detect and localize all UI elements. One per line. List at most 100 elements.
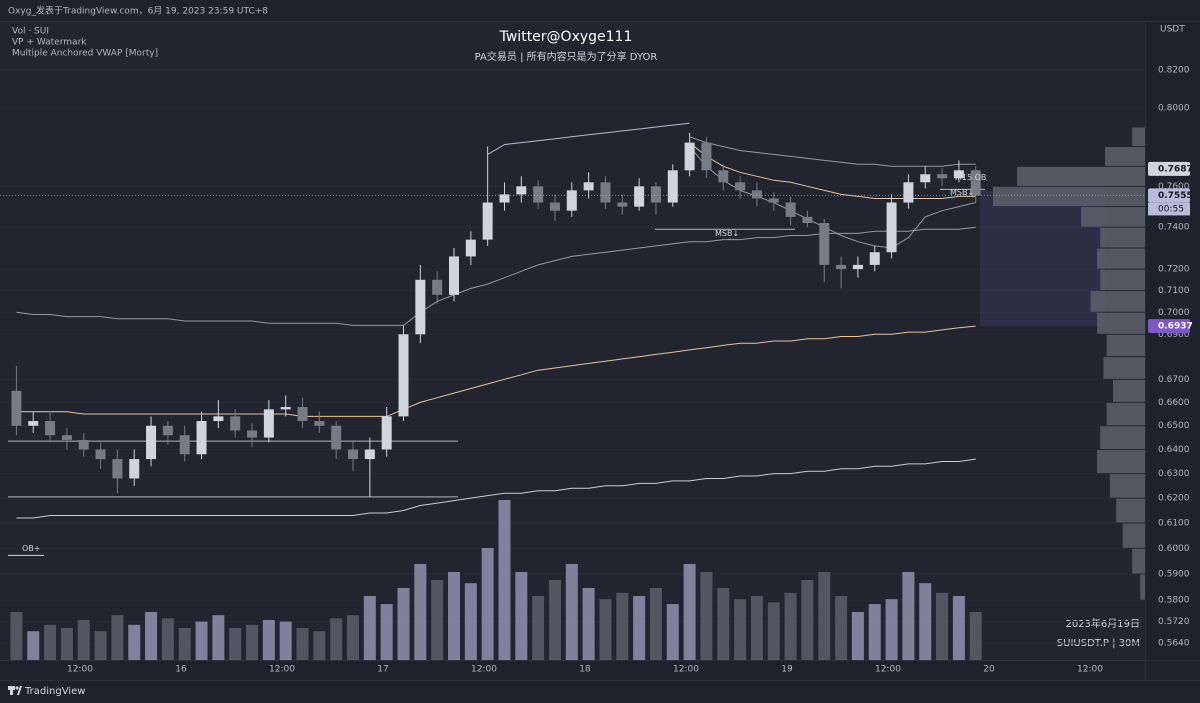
candle-body	[398, 334, 409, 417]
candle-body	[297, 407, 308, 422]
volume-bar	[936, 592, 949, 660]
price-label-box	[1148, 161, 1190, 176]
profile-bar	[1100, 227, 1145, 248]
y-tick-label: 0.7200	[1158, 265, 1190, 275]
volume-bar	[447, 572, 460, 660]
y-tick-label: 0.5800	[1158, 596, 1190, 606]
volume-bar	[161, 618, 174, 660]
x-tick-label: 12:00	[67, 665, 93, 675]
volume-bar	[666, 604, 679, 660]
y-tick-label: 0.7000	[1158, 308, 1190, 318]
volume-bar	[279, 621, 292, 660]
candle-body	[634, 186, 645, 207]
candle-body	[920, 174, 931, 183]
currency: USDT	[1160, 25, 1185, 35]
vwap-line	[689, 136, 976, 167]
candle-body	[11, 390, 22, 426]
candle-body	[45, 421, 56, 436]
y-tick-label: 0.7600	[1158, 182, 1190, 192]
profile-bar	[1113, 379, 1145, 402]
volume-bar	[818, 572, 831, 660]
volume-bar	[599, 599, 612, 660]
candle-body	[583, 182, 594, 191]
volume-bar	[10, 612, 23, 660]
profile-bar	[1100, 426, 1145, 449]
volume-bar	[145, 612, 158, 660]
volume-bar	[246, 624, 259, 660]
volume-bar	[313, 631, 326, 660]
candle-body	[196, 421, 207, 455]
candle-body	[802, 216, 813, 224]
candle-body	[78, 439, 89, 450]
y-tick-label: 0.6000	[1158, 544, 1190, 554]
candle-body	[465, 239, 476, 257]
profile-bar	[1106, 334, 1145, 357]
candle-body	[112, 459, 123, 479]
volume-bar	[363, 596, 376, 660]
volume-bar	[784, 592, 797, 660]
candle-body	[247, 430, 258, 438]
volume-bar	[801, 580, 814, 660]
candle-body	[314, 421, 325, 426]
volume-bar	[111, 615, 124, 660]
volume-bar	[77, 620, 90, 660]
volume-bar	[902, 572, 915, 660]
y-tick-label: 0.6500	[1158, 421, 1190, 431]
annotation: OB+	[22, 544, 41, 553]
volume-bar	[229, 628, 242, 660]
countdown: 00:55	[1158, 204, 1184, 214]
profile-bar	[1017, 166, 1145, 186]
x-tick-label: 18	[579, 665, 591, 675]
candle-body	[280, 407, 291, 410]
candle-body	[970, 170, 981, 196]
candle-body	[263, 409, 274, 438]
candle-body	[953, 170, 964, 179]
candle-body	[869, 252, 880, 265]
candle-body	[617, 202, 628, 207]
footer-brand: TradingView	[24, 686, 85, 697]
x-tick-label: 12:00	[1077, 665, 1103, 675]
profile-bar	[1122, 523, 1145, 548]
annotation: MSB↓	[715, 229, 739, 238]
candle-body	[735, 182, 746, 191]
volume-bar	[296, 628, 309, 660]
candle-body	[381, 416, 392, 450]
y-tick-label: 0.6900	[1158, 330, 1190, 340]
y-tick-label: 0.5640	[1158, 639, 1190, 649]
profile-bar	[1106, 402, 1145, 426]
volume-bar	[633, 596, 646, 660]
price-label: 0.7687	[1158, 164, 1193, 174]
profile-bar	[1109, 474, 1145, 498]
volume-bar	[94, 631, 107, 660]
candle-body	[415, 279, 426, 335]
volume-bar	[414, 564, 427, 660]
volume-bar	[616, 592, 629, 660]
volume-bar	[481, 548, 494, 660]
volume-bar	[548, 580, 561, 660]
volume-bar	[515, 572, 528, 660]
profile-bar	[1116, 498, 1145, 523]
volume-bar	[195, 621, 208, 660]
volume-bar	[380, 604, 393, 660]
price-label-box	[1148, 319, 1190, 334]
candle-body	[600, 182, 611, 203]
y-tick-label: 0.6200	[1158, 494, 1190, 504]
profile-bar	[1105, 147, 1145, 166]
candle-body	[549, 202, 560, 211]
x-tick-label: 12:00	[269, 665, 295, 675]
candle-body	[482, 202, 493, 240]
candle-body	[533, 186, 544, 203]
candle-body	[852, 264, 863, 270]
candle-body	[28, 421, 39, 426]
volume-bar	[532, 596, 545, 660]
y-tick-label: 0.6300	[1158, 469, 1190, 479]
volume-bar	[969, 612, 982, 660]
price-label-box	[1148, 188, 1190, 203]
candle-body	[213, 416, 224, 422]
volume-bar	[717, 588, 730, 660]
indicator-label: Vol · SUI	[12, 27, 49, 37]
candle-body	[162, 425, 173, 436]
volume-bar	[60, 628, 73, 660]
